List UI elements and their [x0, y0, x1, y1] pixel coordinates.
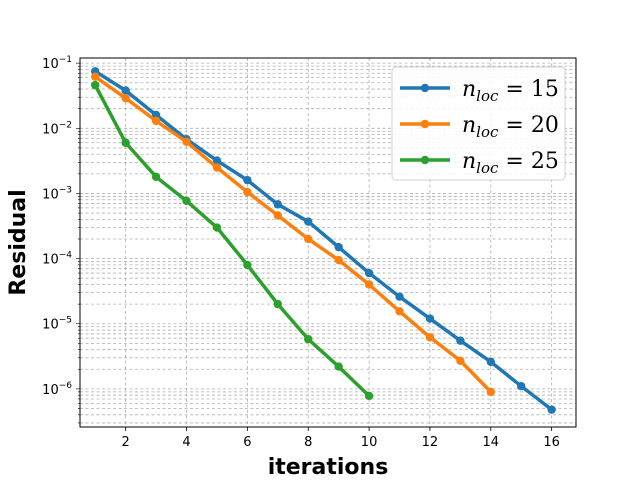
data-point: [151, 110, 161, 120]
data-point: [456, 356, 465, 365]
data-point: [121, 93, 130, 103]
data-point: [212, 223, 222, 232]
plot-frame: [79, 57, 577, 428]
data-point: [364, 391, 374, 401]
legend-swatch-marker: [420, 83, 430, 93]
legend: nloc = 15 nloc = 20 nloc = 25: [391, 66, 566, 181]
legend-label: nloc = 25: [462, 149, 559, 177]
data-point: [395, 307, 404, 316]
data-point: [121, 138, 130, 147]
series-line-1: [94, 75, 493, 394]
x-tick-label: 14: [483, 435, 500, 450]
data-point: [304, 217, 313, 226]
x-tick-label: 12: [422, 435, 439, 450]
legend-swatch-marker: [420, 155, 430, 165]
legend-box: [391, 66, 566, 181]
data-point: [547, 405, 556, 414]
data-point: [425, 314, 435, 323]
data-point: [212, 163, 222, 172]
data-point: [425, 333, 435, 342]
data-point: [91, 80, 100, 90]
y-tick-label: 10−2: [42, 120, 72, 137]
y-axis-title: Residual: [6, 189, 31, 295]
data-point: [364, 268, 374, 278]
data-point: [243, 260, 252, 270]
data-point: [364, 280, 374, 289]
data-point: [243, 187, 252, 197]
data-point: [182, 196, 191, 206]
data-point: [212, 156, 222, 165]
data-point: [273, 299, 282, 309]
series-line-2: [93, 84, 371, 398]
data-point: [243, 175, 252, 185]
data-point: [486, 357, 495, 367]
data-point: [182, 137, 191, 147]
data-point: [151, 172, 161, 182]
x-tick-label: 10: [361, 435, 378, 450]
data-point: [121, 86, 130, 95]
legend-label: nloc = 20: [462, 113, 559, 141]
x-tick-label: 2: [122, 435, 130, 450]
data-point: [456, 336, 465, 345]
x-axis-title: iterations: [268, 455, 389, 480]
series-group: [91, 67, 556, 414]
data-point: [273, 211, 282, 220]
y-tick-label: 10−4: [42, 251, 72, 268]
x-tick-label: 8: [304, 435, 312, 450]
data-point: [334, 255, 343, 265]
data-point: [486, 387, 495, 397]
data-point: [151, 116, 161, 126]
y-tick-label: 10−1: [42, 55, 72, 72]
data-point: [91, 72, 100, 81]
x-tick-label: 4: [182, 435, 190, 450]
series-line-0: [94, 69, 553, 412]
data-point: [334, 242, 343, 252]
y-tick-label: 10−6: [42, 381, 72, 398]
legend-swatch-marker: [420, 119, 430, 129]
y-tick-label: 10−3: [42, 185, 72, 202]
data-point: [273, 200, 282, 209]
data-point: [304, 334, 313, 344]
x-tick-label: 16: [543, 435, 560, 450]
data-point: [334, 362, 343, 371]
data-point: [395, 292, 404, 301]
legend-label: nloc = 15: [462, 77, 559, 105]
x-tick-label: 6: [243, 435, 251, 450]
data-point: [517, 381, 526, 391]
data-point: [304, 234, 313, 244]
y-tick-label: 10−5: [42, 316, 72, 333]
